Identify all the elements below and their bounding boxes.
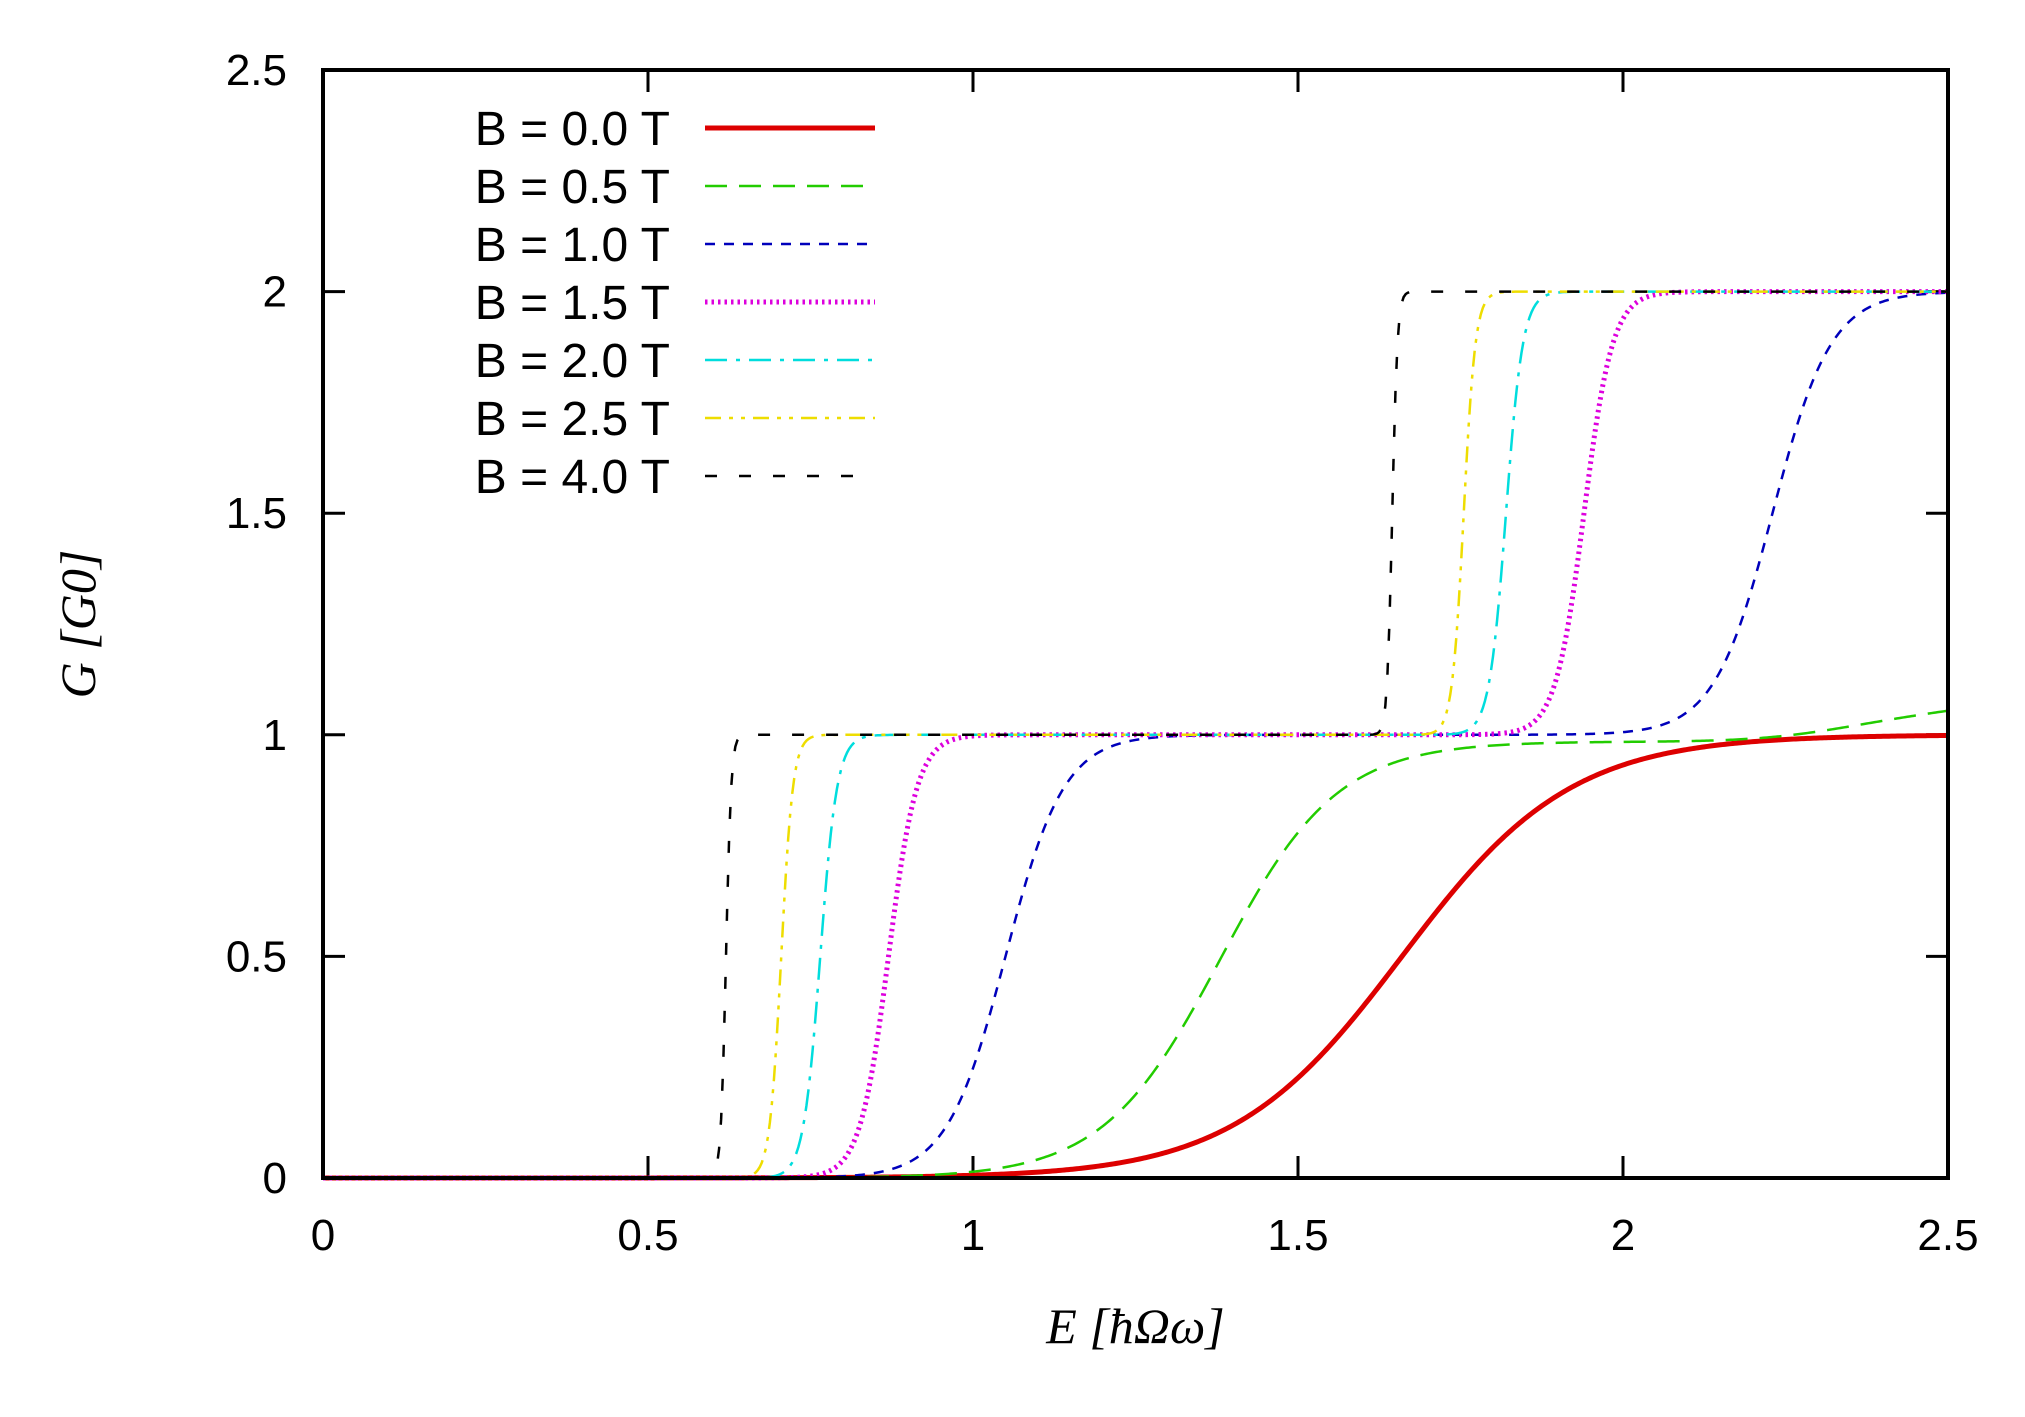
y-tick-label: 1.5 <box>226 489 287 538</box>
y-axis-title: G [G0] <box>50 550 106 699</box>
series-line-1 <box>323 709 1949 1180</box>
y-tick-label: 2 <box>263 268 287 317</box>
y-tick-label: 1 <box>263 711 287 760</box>
x-tick-label: 1 <box>961 1211 985 1260</box>
y-tick-label: 2.5 <box>226 46 287 95</box>
x-tick-label: 1.5 <box>1267 1211 1328 1260</box>
series-line-6 <box>323 290 1948 1180</box>
legend-label: B = 2.5 T <box>475 393 670 446</box>
legend: B = 0.0 TB = 0.5 TB = 1.0 TB = 1.5 TB = … <box>475 103 875 504</box>
x-tick-label: 2.5 <box>1917 1211 1978 1260</box>
x-axis-title: E [ħΩω] <box>1045 1298 1224 1354</box>
legend-label: B = 1.0 T <box>475 219 670 272</box>
series-line-0 <box>323 732 1949 1181</box>
x-tick-label: 2 <box>1611 1211 1635 1260</box>
legend-label: B = 1.5 T <box>475 277 670 330</box>
legend-label: B = 0.0 T <box>475 103 670 156</box>
x-tick-label: 0 <box>311 1211 335 1260</box>
tick-labels: 0 0.5 1 1.5 2 2.5 0 0.5 1 1.5 2 2.5 <box>226 46 1979 1260</box>
plot-frame <box>321 68 1950 1180</box>
legend-label: B = 4.0 T <box>475 451 670 504</box>
legend-label: B = 0.5 T <box>475 161 670 214</box>
y-tick-label: 0.5 <box>226 932 287 981</box>
x-tick-label: 0.5 <box>617 1211 678 1260</box>
y-tick-label: 0 <box>263 1154 287 1203</box>
legend-label: B = 2.0 T <box>475 335 670 388</box>
